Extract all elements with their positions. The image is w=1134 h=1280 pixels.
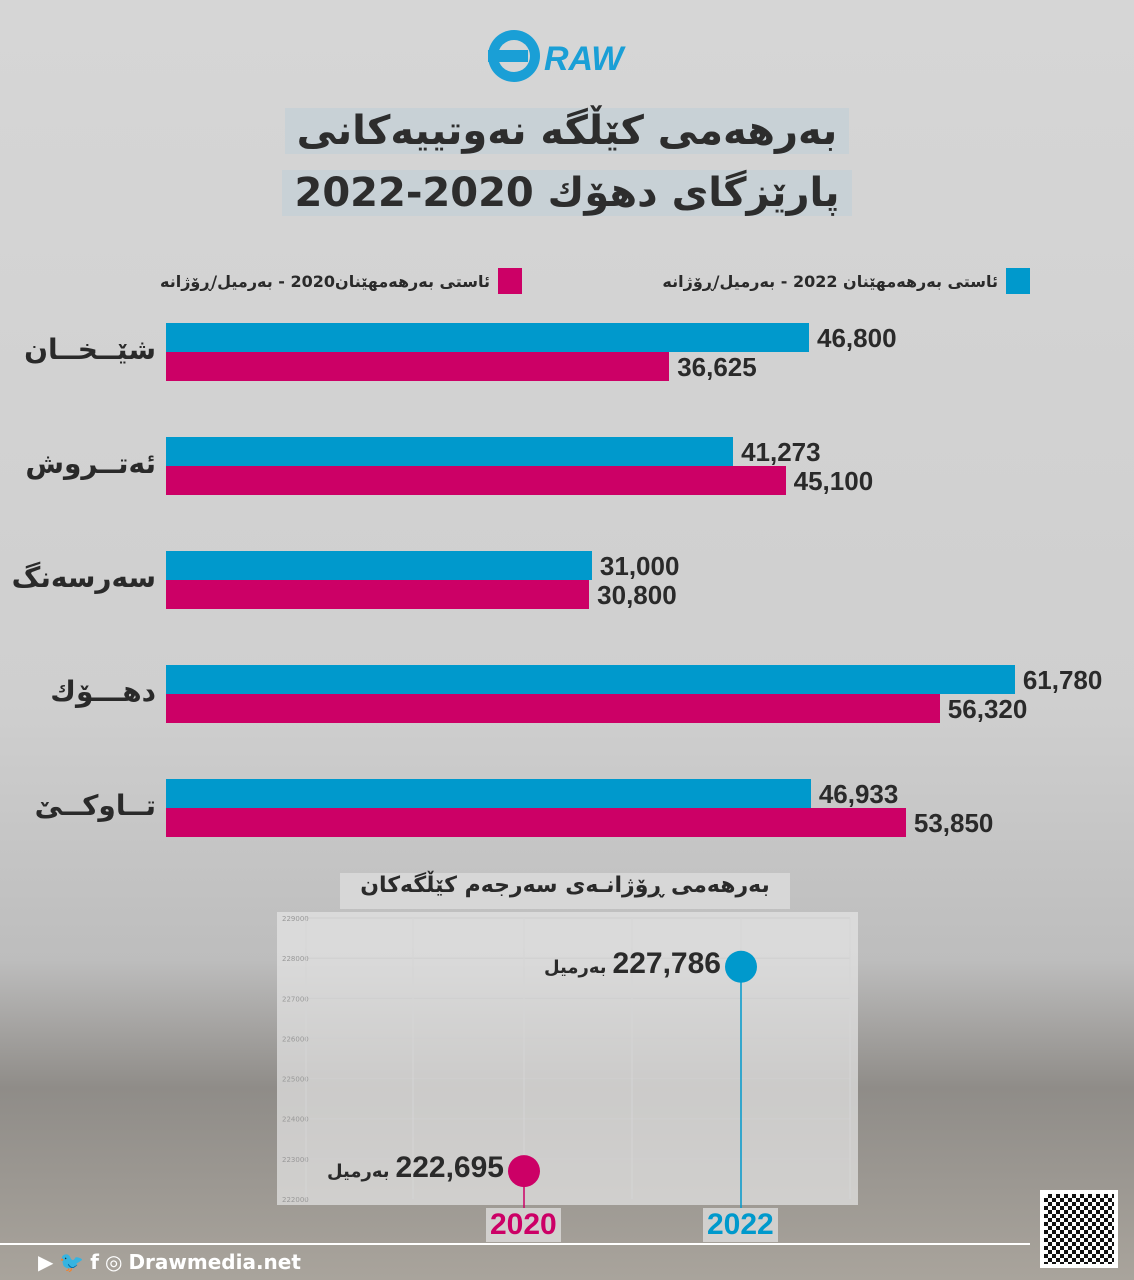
qr-code (1040, 1190, 1118, 1268)
value-label: 41,273 (741, 437, 821, 467)
svg-text:RAW: RAW (544, 40, 626, 78)
footer-divider (0, 1243, 1030, 1245)
point-label: بەرمیل 222,695 (84, 1151, 504, 1185)
title-line1: بەرهەمی کێڵگە نەوتییەکانی (0, 108, 1134, 154)
subchart-panel (277, 912, 858, 1205)
footer: ▶ 🐦 f ◎ Drawmedia.net (38, 1250, 301, 1274)
value-label: 45,100 (793, 466, 874, 496)
instagram-icon[interactable]: ◎ (105, 1250, 123, 1274)
youtube-icon[interactable]: ▶ (38, 1250, 54, 1274)
value-label: 227,786 (612, 946, 721, 980)
legend-2022: ئاستی بەرهەمهێنان 2022 - بەرمیل/ڕۆژانە (662, 266, 1030, 296)
unit-label: بەرمیل (326, 1161, 390, 1183)
y-tick-label: 227000 (282, 995, 309, 1003)
point-label: بەرمیل 227,786 (301, 947, 721, 981)
bar-2022 (166, 779, 811, 808)
bar-2022 (166, 323, 809, 352)
value-label: 36,625 (677, 352, 757, 382)
value-label: 46,800 (817, 323, 897, 353)
facebook-icon[interactable]: f (90, 1250, 99, 1274)
category-label: شێــخــان (24, 333, 156, 366)
y-tick-label: 229000 (282, 915, 309, 923)
category-label: دهـــۆك (50, 675, 156, 708)
bar-2020 (166, 352, 670, 381)
y-tick-label: 225000 (282, 1076, 309, 1084)
value-label: 31,000 (599, 551, 680, 581)
value-label: 61,780 (1022, 665, 1103, 695)
value-label: 56,320 (947, 694, 1028, 724)
bar-2020 (166, 694, 940, 723)
draw-logo: RAW (486, 28, 646, 84)
bar-2020 (166, 808, 906, 837)
legend-swatch (1006, 268, 1030, 294)
y-tick-label: 222000 (282, 1196, 309, 1204)
point-2022 (725, 950, 757, 983)
twitter-icon[interactable]: 🐦 (59, 1250, 85, 1274)
y-tick-label: 228000 (282, 955, 309, 963)
bar-2022 (166, 665, 1015, 694)
title-line2: پارێزگای دهۆك 2020-2022 (0, 170, 1134, 216)
value-label: 222,695 (395, 1151, 504, 1185)
y-tick-label: 226000 (282, 1035, 309, 1043)
legend-2020: ئاستی بەرهەمهێنان2020 - بەرمیل/ڕۆژانە (160, 266, 522, 296)
subchart-title: بەرهەمی ڕۆژانـەی سەرجەم کێڵگەکان (340, 873, 790, 909)
category-label: سەرسەنگ (11, 561, 156, 594)
bar-2020 (166, 580, 590, 609)
year-label: 2022 (703, 1208, 778, 1242)
year-label: 2020 (486, 1208, 561, 1242)
value-label: 53,850 (913, 808, 994, 838)
value-label: 30,800 (597, 580, 677, 610)
point-2020 (508, 1155, 540, 1188)
value-label: 46,933 (818, 779, 899, 809)
bar-2020 (166, 466, 786, 495)
category-label: تــاوکــێ (34, 789, 156, 822)
bar-2022 (166, 551, 592, 580)
y-tick-label: 224000 (282, 1116, 309, 1124)
website[interactable]: Drawmedia.net (128, 1250, 301, 1274)
unit-label: بەرمیل (543, 956, 607, 978)
y-tick-label: 223000 (282, 1156, 309, 1164)
legend-swatch (498, 268, 522, 294)
bar-2022 (166, 437, 734, 466)
category-label: ئەتــروش (25, 447, 156, 480)
